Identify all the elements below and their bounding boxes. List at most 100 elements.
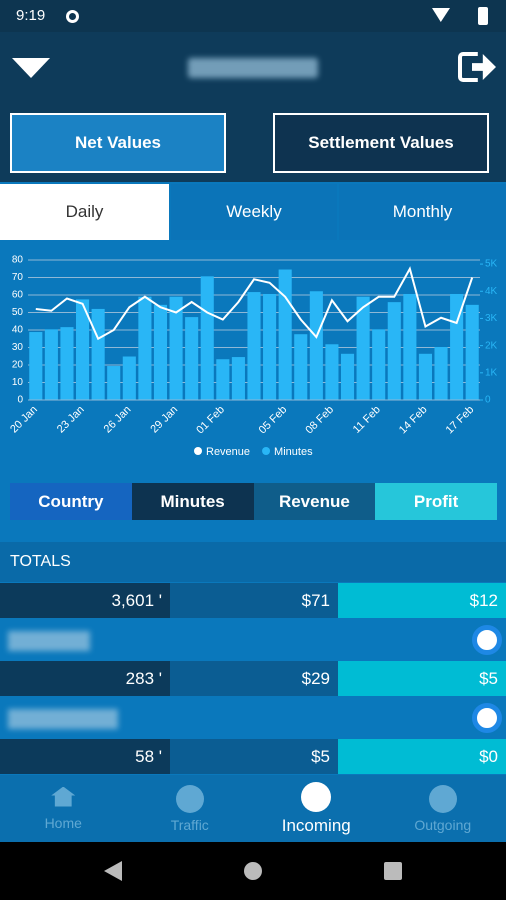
bar (153, 304, 168, 400)
bar (434, 346, 448, 400)
bar (340, 353, 355, 400)
x-tick-label: 08 Feb (303, 404, 336, 437)
minutes-column[interactable]: Minutes (131, 483, 254, 520)
bar (76, 299, 90, 400)
bar (44, 329, 58, 400)
bar (263, 293, 277, 400)
outgoing-label: Outgoing (414, 816, 472, 833)
status-bar: 9:19 (0, 0, 506, 32)
chart: 0 10 20 30 40 50 60 70 80 0 1K 2K 3K 4K 5K 20 Jan 23 Jan… (8, 255, 498, 458)
y2-tick-label: 1K (485, 367, 498, 378)
y2-tick-label: 0 (485, 395, 491, 406)
x-tick-label: 29 Jan (148, 404, 180, 436)
traffic-label: Traffic (170, 816, 209, 833)
country-name (8, 631, 90, 651)
x-tick-label: 23 Jan (55, 404, 87, 436)
y-tick-label: 0 (17, 395, 23, 406)
bar (309, 291, 323, 400)
y-tick-label: 70 (12, 272, 24, 283)
incoming-nav[interactable]: Incoming (253, 775, 380, 842)
home-button[interactable] (244, 862, 262, 880)
profit-cell: $5 (338, 661, 506, 696)
legend-label: Minutes (274, 446, 313, 458)
bar (278, 269, 292, 400)
wifi-icon (432, 8, 450, 22)
revenue-cell: $5 (170, 739, 338, 774)
globe-icon (472, 625, 502, 655)
bar (185, 317, 199, 400)
bar (372, 329, 386, 400)
settlement-values-button[interactable]: Settlement Values (273, 113, 489, 173)
header: Net Values Settlement Values (0, 32, 506, 182)
time: 9:19 (16, 7, 46, 24)
bar (450, 293, 464, 400)
menu-toggle[interactable] (12, 58, 50, 78)
bar (231, 357, 245, 400)
y-tick-label: 30 (12, 342, 24, 353)
minutes-cell: 283 ' (0, 661, 170, 696)
home-nav[interactable]: Home (0, 775, 127, 842)
y-tick-label: 60 (12, 290, 24, 301)
bar (216, 359, 230, 400)
bar (356, 296, 370, 400)
y-tick-label: 80 (12, 255, 24, 266)
bar (200, 276, 214, 400)
column-tabs: Country Minutes Revenue Profit (10, 483, 497, 520)
profit-column[interactable]: Profit (375, 483, 497, 520)
country-row (0, 699, 506, 739)
revenue-cell: $71 (170, 583, 338, 618)
monthly-tab[interactable]: Monthly (339, 184, 506, 240)
minutes-cell: 58 ' (0, 739, 170, 774)
back-button[interactable] (104, 861, 122, 881)
profit-cell: $0 (338, 739, 506, 774)
bar (91, 308, 105, 400)
x-tick-label: 17 Feb (444, 404, 477, 437)
net-values-button[interactable]: Net Values (10, 113, 226, 173)
traffic-nav[interactable]: Traffic (127, 775, 254, 842)
bar (294, 334, 308, 400)
y-tick-label: 50 (12, 307, 24, 318)
totals-header: TOTALS (0, 542, 506, 582)
y-tick-label: 20 (12, 360, 24, 371)
bar (247, 292, 261, 400)
x-tick-label: 01 Feb (194, 404, 227, 437)
legend-label: Revenue (206, 446, 250, 458)
bar (169, 296, 183, 400)
bar (122, 356, 136, 400)
bar (418, 353, 432, 400)
x-tick-label: 14 Feb (397, 404, 430, 437)
incoming-label: Incoming (281, 815, 351, 835)
bar (60, 327, 74, 400)
country-name (8, 709, 118, 729)
home-label: Home (44, 814, 82, 831)
bottom-nav: Home Traffic Incoming Outgoing (0, 775, 506, 842)
daily-tab[interactable]: Daily (0, 184, 169, 240)
y-tick-label: 40 (12, 325, 24, 336)
y2-tick-label: 3K (485, 313, 498, 324)
legend-marker (194, 447, 202, 455)
bar (107, 366, 121, 400)
logout-icon[interactable] (458, 52, 478, 82)
bar (465, 304, 479, 400)
outgoing-nav[interactable]: Outgoing (380, 775, 506, 842)
bar (29, 332, 43, 400)
y2-tick-label: 4K (485, 286, 498, 297)
battery-icon (478, 7, 488, 25)
revenue-cell: $29 (170, 661, 338, 696)
bar (403, 293, 417, 400)
country-column[interactable]: Country (10, 483, 132, 520)
settings-icon (66, 10, 79, 23)
revenue-column[interactable]: Revenue (253, 483, 376, 520)
x-tick-label: 11 Feb (351, 404, 383, 436)
weekly-tab[interactable]: Weekly (171, 184, 337, 240)
system-nav (0, 842, 506, 900)
bar (387, 302, 401, 400)
bar (325, 344, 339, 400)
recents-button[interactable] (384, 862, 402, 880)
revenue-line (35, 266, 474, 341)
minutes-cell: 3,601 ' (0, 583, 170, 618)
y-tick-label: 10 (12, 377, 24, 388)
account-name (188, 58, 318, 78)
country-row (0, 621, 506, 661)
